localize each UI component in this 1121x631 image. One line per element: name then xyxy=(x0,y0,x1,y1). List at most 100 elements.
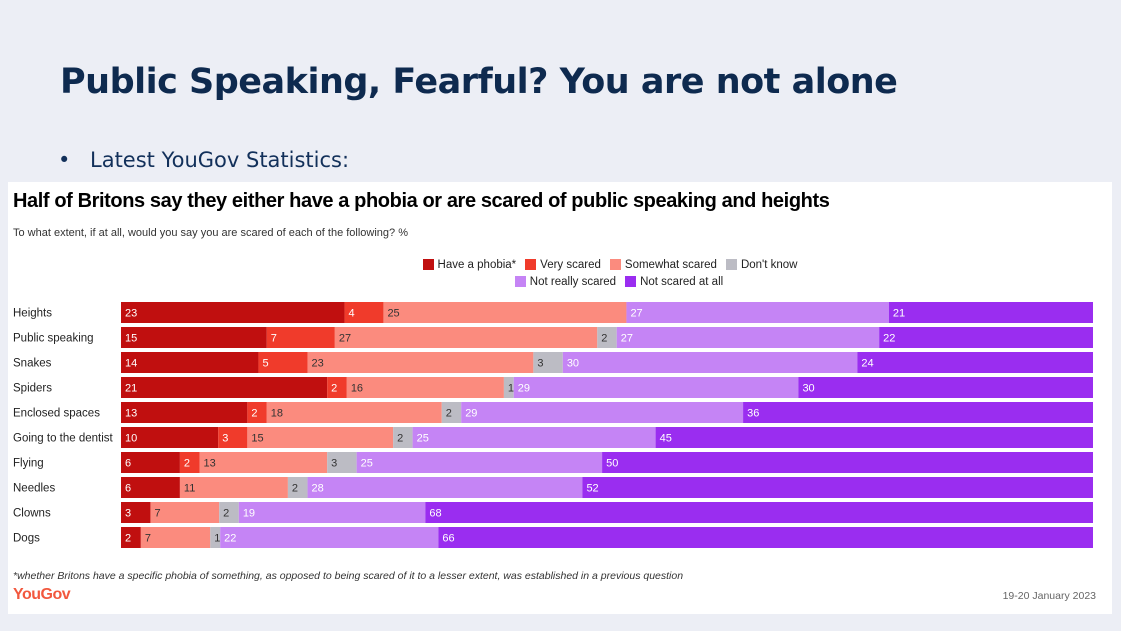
bar-going-to-the-dentist-not-really-scared xyxy=(412,427,656,448)
category-label-flying: Flying xyxy=(13,458,44,470)
data-label-public-speaking-not-really-scared: 27 xyxy=(621,333,633,345)
bar-clowns-somewhat-scared xyxy=(150,502,220,523)
category-label-spiders: Spiders xyxy=(13,383,52,395)
bar-heights-have-a-phobia xyxy=(121,302,345,323)
data-label-clowns-not-scared-at-all: 68 xyxy=(429,508,441,520)
bar-flying-don-t-know xyxy=(327,452,357,473)
bullet-text: Latest YouGov Statistics: xyxy=(90,148,350,172)
data-label-heights-not-really-scared: 27 xyxy=(630,308,642,320)
data-label-spiders-very-scared: 2 xyxy=(331,383,337,395)
data-label-dogs-not-scared-at-all: 66 xyxy=(442,533,454,545)
legend-swatch xyxy=(422,259,434,270)
survey-date: 19-20 January 2023 xyxy=(1002,590,1096,602)
bar-clowns-don-t-know xyxy=(219,502,239,523)
data-label-heights-very-scared: 4 xyxy=(349,308,355,320)
data-label-snakes-have-a-phobia: 14 xyxy=(125,358,137,370)
legend-label: Somewhat scared xyxy=(624,258,717,271)
data-label-enclosed-spaces-not-really-scared: 29 xyxy=(465,408,477,420)
legend-label: Very scared xyxy=(540,258,601,271)
legend-swatch xyxy=(625,276,637,287)
data-label-enclosed-spaces-have-a-phobia: 13 xyxy=(125,408,137,420)
bar-going-to-the-dentist-not-scared-at-all xyxy=(655,427,1093,448)
bar-flying-not-really-scared xyxy=(356,452,603,473)
legend-swatch xyxy=(514,276,526,287)
data-label-flying-don-t-know: 3 xyxy=(331,458,337,470)
bar-needles-not-really-scared xyxy=(307,477,583,498)
data-label-heights-somewhat-scared: 25 xyxy=(387,308,399,320)
bar-public-speaking-very-scared xyxy=(266,327,335,348)
bar-needles-somewhat-scared xyxy=(179,477,288,498)
bar-needles-not-scared-at-all xyxy=(582,477,1093,498)
yougov-logo: YouGov xyxy=(13,586,71,603)
bar-clowns-not-scared-at-all xyxy=(425,502,1093,523)
chart-legend: Have a phobia* Very scared Somewhat scared… xyxy=(8,256,1112,290)
legend-label: Have a phobia* xyxy=(437,258,517,271)
bar-needles-have-a-phobia xyxy=(121,477,180,498)
legend-item-have-a-phobia: Have a phobia* xyxy=(422,258,517,271)
data-label-heights-not-scared-at-all: 21 xyxy=(893,308,905,320)
bar-enclosed-spaces-don-t-know xyxy=(441,402,462,423)
data-label-dogs-somewhat-scared: 7 xyxy=(145,533,151,545)
bar-going-to-the-dentist-somewhat-scared xyxy=(247,427,394,448)
bar-snakes-have-a-phobia xyxy=(121,352,259,373)
data-label-flying-not-scared-at-all: 50 xyxy=(606,458,618,470)
category-label-heights: Heights xyxy=(13,308,52,320)
data-label-needles-have-a-phobia: 6 xyxy=(125,483,131,495)
bar-enclosed-spaces-have-a-phobia xyxy=(121,402,248,423)
legend-label: Not scared at all xyxy=(640,275,724,288)
data-label-spiders-have-a-phobia: 21 xyxy=(125,383,137,395)
bar-heights-somewhat-scared xyxy=(383,302,627,323)
bar-public-speaking-have-a-phobia xyxy=(121,327,267,348)
legend-label: Not really scared xyxy=(529,275,617,288)
category-label-clowns: Clowns xyxy=(13,508,51,520)
legend-swatch xyxy=(609,259,621,270)
bar-going-to-the-dentist-don-t-know xyxy=(393,427,413,448)
data-label-clowns-not-really-scared: 19 xyxy=(243,508,255,520)
data-label-dogs-don-t-know: 1 xyxy=(214,533,220,545)
data-label-flying-have-a-phobia: 6 xyxy=(125,458,131,470)
data-label-flying-very-scared: 2 xyxy=(184,458,190,470)
bar-heights-not-scared-at-all xyxy=(888,302,1093,323)
bar-going-to-the-dentist-very-scared xyxy=(218,427,248,448)
category-label-snakes: Snakes xyxy=(13,358,52,370)
bar-public-speaking-don-t-know xyxy=(597,327,617,348)
bar-enclosed-spaces-not-scared-at-all xyxy=(743,402,1093,423)
data-label-needles-somewhat-scared: 11 xyxy=(184,483,195,495)
bar-dogs-have-a-phobia xyxy=(121,527,141,548)
data-label-flying-somewhat-scared: 13 xyxy=(204,458,216,470)
bar-heights-not-really-scared xyxy=(626,302,889,323)
bar-flying-somewhat-scared xyxy=(199,452,328,473)
bar-clowns-not-really-scared xyxy=(238,502,426,523)
data-label-spiders-don-t-know: 1 xyxy=(508,383,514,395)
data-label-going-to-the-dentist-don-t-know: 2 xyxy=(397,433,403,445)
data-label-heights-have-a-phobia: 23 xyxy=(125,308,137,320)
legend-swatch xyxy=(525,259,537,270)
bar-dogs-not-really-scared xyxy=(220,527,439,548)
bar-public-speaking-somewhat-scared xyxy=(334,327,598,348)
bar-dogs-somewhat-scared xyxy=(140,527,211,548)
data-label-spiders-not-scared-at-all: 30 xyxy=(802,383,814,395)
bar-flying-not-scared-at-all xyxy=(602,452,1093,473)
legend-row: Not really scared Not scared at all xyxy=(8,273,1112,290)
data-label-clowns-somewhat-scared: 7 xyxy=(154,508,160,520)
bar-dogs-not-scared-at-all xyxy=(438,527,1093,548)
category-label-enclosed-spaces: Enclosed spaces xyxy=(13,408,100,420)
bar-public-speaking-not-really-scared xyxy=(616,327,880,348)
data-label-public-speaking-don-t-know: 2 xyxy=(601,333,607,345)
legend-row: Have a phobia* Very scared Somewhat scared… xyxy=(8,256,1112,273)
bar-spiders-have-a-phobia xyxy=(121,377,328,398)
bar-enclosed-spaces-very-scared xyxy=(247,402,267,423)
bar-dogs-don-t-know xyxy=(210,527,221,548)
slide-title: Public Speaking, Fearful? You are not al… xyxy=(60,62,898,102)
data-label-spiders-not-really-scared: 29 xyxy=(518,383,530,395)
category-label-needles: Needles xyxy=(13,483,55,495)
chart-title: Half of Britons say they either have a p… xyxy=(13,190,830,212)
bar-snakes-not-scared-at-all xyxy=(857,352,1093,373)
bullet-item: • Latest YouGov Statistics: xyxy=(58,148,349,172)
data-label-enclosed-spaces-not-scared-at-all: 36 xyxy=(747,408,759,420)
data-label-snakes-somewhat-scared: 23 xyxy=(312,358,324,370)
legend-item-don-t-know: Don't know xyxy=(725,259,797,271)
bar-needles-don-t-know xyxy=(287,477,308,498)
data-label-enclosed-spaces-very-scared: 2 xyxy=(251,408,257,420)
